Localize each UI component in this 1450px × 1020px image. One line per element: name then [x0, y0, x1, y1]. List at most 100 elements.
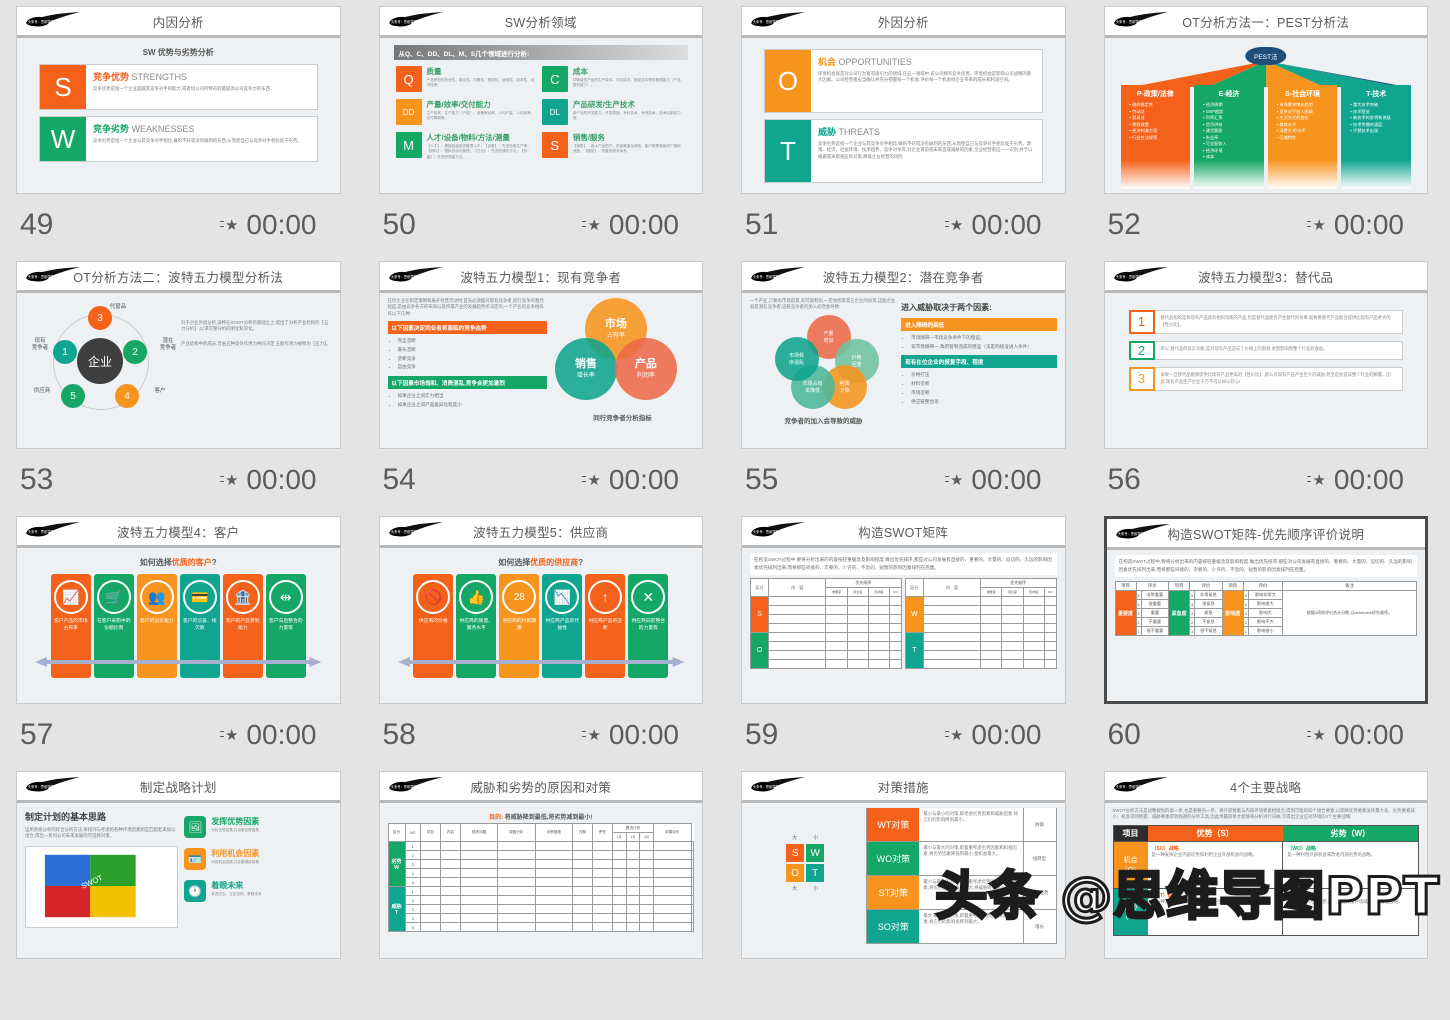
- strategy-label-line: 威胁: [1124, 902, 1138, 912]
- bullet-item: 市场垄断: [911, 389, 982, 398]
- star-icon[interactable]: ★: [950, 473, 963, 488]
- strategy-paragraph: SWOT分析方法是战略规划的第一步,也是重要的一步。将外部要素与内部环境要素相组…: [1113, 808, 1420, 821]
- thumbs-up-icon: 👍: [459, 580, 493, 614]
- score-label-cell: 很紧急: [1195, 600, 1223, 609]
- plan-item: 🖼发挥优势因素分析优势因素,并克服劣势因素: [184, 816, 331, 838]
- table-cell: [612, 869, 626, 878]
- table-cell: [890, 633, 902, 642]
- table-cell: [440, 914, 460, 923]
- star-icon[interactable]: ★: [1312, 728, 1325, 743]
- table-cell: [923, 597, 980, 606]
- slide-footer: 50★00:00: [379, 194, 704, 252]
- measure-tag: 多种经营: [1023, 876, 1056, 909]
- star-icon[interactable]: ★: [225, 473, 238, 488]
- slide-title: 波特五力模型1：现有竞争者: [460, 267, 621, 286]
- timer-group: ★00:00: [950, 721, 1042, 749]
- domain-bar: 从Q、C、DD、DL、M、S几个领域进行分析:: [394, 45, 689, 60]
- slide-thumbnail[interactable]: 头条号：思维导图PPTOT分析方法一：PEST分析法PEST法P-政策/法律政府…: [1104, 6, 1429, 194]
- measure-desc: 最小与最大的对策,即着重考虑优势因素和威胁因素,将优势因素发挥到最大,将威胁降到…: [919, 876, 1022, 909]
- slide-number: 57: [20, 720, 53, 750]
- picture-icon: 🖼: [184, 816, 206, 838]
- table-cell: [826, 615, 847, 624]
- slide-title: 4个主要战略: [1230, 777, 1301, 796]
- slide-title: 波特五力模型4：客户: [117, 522, 239, 541]
- venn-label-main: 销售: [575, 359, 597, 370]
- slide-duration: 00:00: [246, 466, 316, 494]
- table-cell: [572, 869, 592, 878]
- slide-number: 53: [20, 465, 53, 495]
- star-icon[interactable]: ★: [950, 728, 963, 743]
- timer-group: ★00:00: [1312, 211, 1404, 239]
- star-icon[interactable]: ★: [225, 728, 238, 743]
- star-icon[interactable]: ★: [1312, 473, 1325, 488]
- brand-logo-icon: 头条号：思维导图PPT: [749, 11, 809, 29]
- table-cell: [1023, 642, 1044, 651]
- table-cell: [769, 633, 826, 642]
- table-cell: [654, 923, 691, 932]
- bullet-grid-2: 价格打压材料垄断市场垄断供应链整合等: [901, 371, 1056, 406]
- header-cell: 项目: [1115, 582, 1136, 591]
- domain-heading: 产量/效率/交付能力: [427, 99, 538, 110]
- table-row: [751, 651, 902, 660]
- slide-duration: 00:00: [246, 211, 316, 239]
- table-cell: [1044, 615, 1056, 624]
- table-cell: [1023, 660, 1044, 669]
- row-number: 3: [1129, 367, 1155, 391]
- slide-footer: 60★00:00: [1104, 704, 1429, 762]
- star-icon[interactable]: ★: [587, 218, 600, 233]
- star-icon[interactable]: ★: [225, 218, 238, 233]
- bullet-item: 自由竞争: [398, 363, 471, 372]
- table-cell: [640, 905, 654, 914]
- measure-tag: 扭转型: [1023, 842, 1056, 875]
- table-cell: [923, 642, 980, 651]
- star-icon[interactable]: ★: [587, 473, 600, 488]
- star-icon[interactable]: ★: [587, 728, 600, 743]
- star-icon[interactable]: ★: [950, 218, 963, 233]
- domain-body: 生产效率、生产能力（产能）、设备稼动率、人均产量、人均效率、交付周期等。: [427, 111, 538, 122]
- venn-circle: 产品利润率: [615, 338, 677, 400]
- plan-item-body: 利用机会因素,并化解威胁因素: [211, 860, 259, 865]
- score-label-cell: 很不重要: [1141, 627, 1169, 636]
- table-cell: [440, 905, 460, 914]
- brand-logo-icon: 头条号：思维导图PPT: [24, 11, 84, 29]
- star-icon[interactable]: ★: [1312, 218, 1325, 233]
- table-header-row: 区分内 容优先顺序: [905, 579, 1056, 588]
- slide-footer: 58★00:00: [379, 704, 704, 762]
- table-header-row: 项目评价项目评价项目评价备注: [1115, 582, 1417, 591]
- table-cell: [460, 923, 497, 932]
- table-cell: [769, 615, 826, 624]
- table-cell: [826, 651, 847, 660]
- bubble-line: 产量: [824, 330, 834, 337]
- timer-group: ★ 00:00: [225, 211, 317, 239]
- swot-letter: O: [765, 50, 811, 112]
- subheader-cell: NO: [1044, 588, 1056, 597]
- icon-strip: 📈客户产品的市场占有率🛒在客户采购中的份额比例👥客户的议价能力💳客户的信誉、拖欠…: [25, 574, 332, 678]
- force-label: 供应商: [25, 388, 59, 395]
- table-cell: [826, 642, 847, 651]
